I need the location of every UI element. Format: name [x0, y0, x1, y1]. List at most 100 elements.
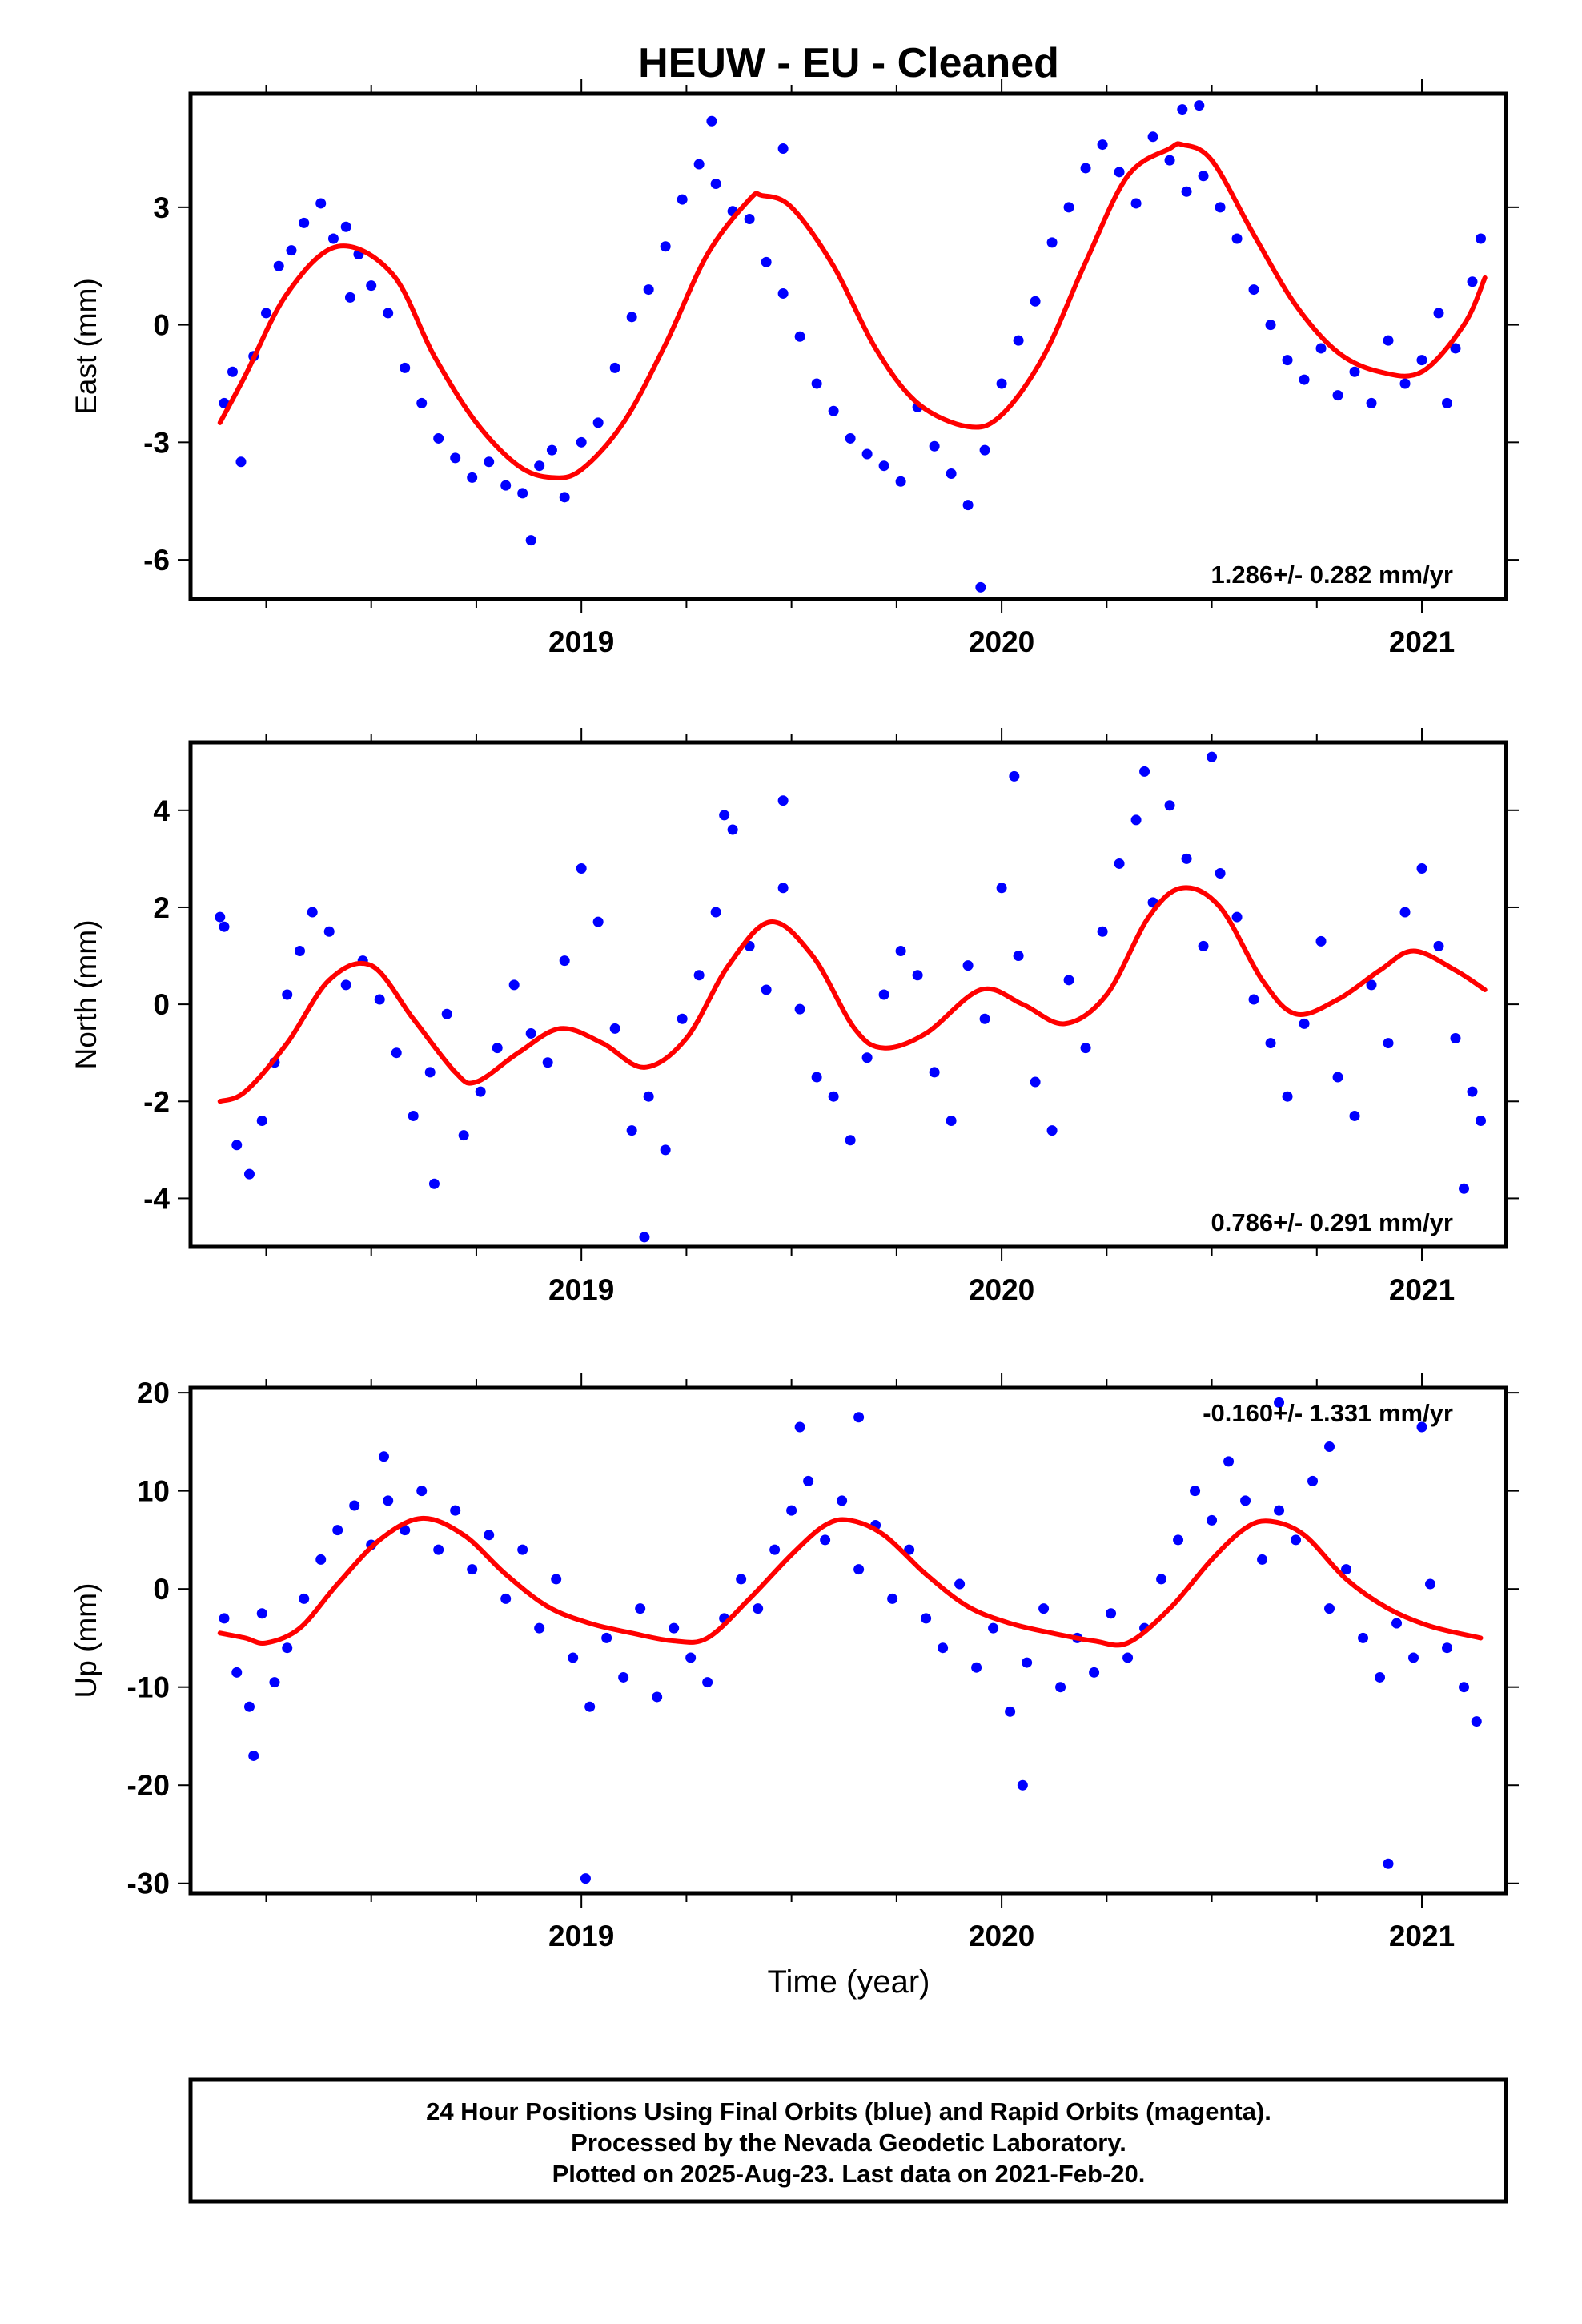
data-point: [1383, 1858, 1394, 1869]
x-tick-label: 2021: [1389, 1273, 1455, 1306]
data-point: [761, 256, 772, 267]
data-point: [400, 1525, 411, 1536]
data-point: [1459, 1183, 1470, 1194]
data-point: [256, 1608, 267, 1619]
data-point: [408, 1110, 419, 1121]
data-point: [374, 994, 385, 1005]
data-point: [878, 460, 889, 472]
data-point: [1156, 1574, 1167, 1585]
data-point: [323, 926, 335, 937]
data-point: [828, 405, 839, 416]
data-point: [853, 1564, 865, 1575]
data-point: [1442, 1642, 1453, 1654]
x-tick-label: 2020: [969, 1920, 1034, 1952]
data-point: [618, 1671, 629, 1683]
data-point: [256, 1116, 267, 1126]
data-point: [307, 907, 318, 918]
data-point: [777, 883, 789, 894]
data-point: [1013, 951, 1024, 962]
data-point: [467, 472, 478, 483]
data-point: [517, 488, 528, 499]
data-point: [1358, 1632, 1369, 1643]
data-point: [1349, 1110, 1360, 1121]
data-point: [1063, 202, 1074, 213]
x-axis-label: Time (year): [768, 1964, 930, 2000]
y-tick-label: 0: [153, 988, 170, 1021]
data-point: [693, 159, 705, 170]
data-point: [1177, 104, 1188, 115]
data-point: [736, 1574, 747, 1585]
data-point: [1341, 1564, 1352, 1575]
footer-box: 24 Hour Positions Using Final Orbits (bl…: [188, 2077, 1508, 2204]
data-point: [458, 1130, 469, 1141]
data-point: [753, 1603, 764, 1614]
data-point: [243, 1168, 255, 1180]
footer-frame: [188, 2077, 1508, 2204]
data-point: [861, 448, 873, 460]
data-point: [433, 432, 444, 444]
data-point: [378, 1451, 389, 1462]
data-point: [1366, 397, 1377, 408]
data-point: [1467, 276, 1478, 287]
data-point: [1114, 858, 1125, 869]
data-point: [1315, 935, 1327, 947]
data-point: [693, 970, 705, 981]
data-point: [1416, 355, 1427, 366]
data-point: [1459, 1682, 1470, 1693]
data-point: [1476, 1116, 1487, 1126]
data-point: [227, 366, 238, 377]
plot-frame: [188, 1385, 1508, 1896]
data-point: [391, 1047, 402, 1059]
data-point: [794, 331, 805, 342]
y-axis-label: East (mm): [70, 278, 102, 415]
data-point: [1005, 1706, 1016, 1717]
y-tick-label: 10: [137, 1475, 170, 1508]
data-point: [315, 1554, 327, 1565]
data-point: [1467, 1086, 1478, 1097]
data-point: [534, 1622, 545, 1634]
data-point: [1383, 335, 1394, 346]
data-point: [231, 1140, 243, 1151]
data-point: [878, 989, 889, 1000]
data-point: [677, 1013, 688, 1024]
data-point: [962, 500, 974, 511]
data-point: [727, 824, 738, 835]
data-point: [534, 460, 545, 472]
data-point: [286, 245, 297, 256]
data-point: [235, 456, 247, 468]
data-point: [383, 1495, 394, 1506]
data-point: [568, 1652, 579, 1663]
data-point: [1114, 167, 1125, 178]
data-point: [475, 1086, 486, 1097]
east-panel: -6 -3 0 3 2019 2020 2021 East (mm) 1.286+/- 0.28…: [70, 79, 1519, 658]
data-point: [1399, 378, 1411, 389]
data-point: [979, 1013, 990, 1024]
data-point: [1476, 233, 1487, 244]
data-point: [1097, 926, 1108, 937]
data-point: [769, 1544, 781, 1555]
data-point: [1147, 131, 1158, 143]
data-point: [660, 241, 671, 252]
data-point: [1017, 1779, 1028, 1791]
plot-frame: [188, 740, 1508, 1249]
data-point: [1223, 1456, 1235, 1467]
y-tick-label: 0: [153, 309, 170, 342]
data-point: [946, 1116, 957, 1126]
data-point: [315, 198, 327, 209]
data-point: [344, 292, 355, 303]
data-point: [1375, 1671, 1386, 1683]
data-point: [996, 378, 1007, 389]
data-point: [1030, 296, 1041, 307]
data-point: [845, 432, 856, 444]
x-tick-label: 2021: [1389, 1920, 1455, 1952]
data-point: [962, 960, 974, 971]
data-point: [584, 1701, 596, 1712]
data-point: [601, 1632, 612, 1643]
data-point: [1164, 800, 1175, 811]
data-point: [1215, 868, 1226, 879]
footer-line-1: 24 Hour Positions Using Final Orbits (bl…: [426, 2097, 1271, 2125]
data-point: [702, 1677, 713, 1688]
data-point: [1089, 1667, 1100, 1678]
data-point: [1190, 1486, 1201, 1497]
